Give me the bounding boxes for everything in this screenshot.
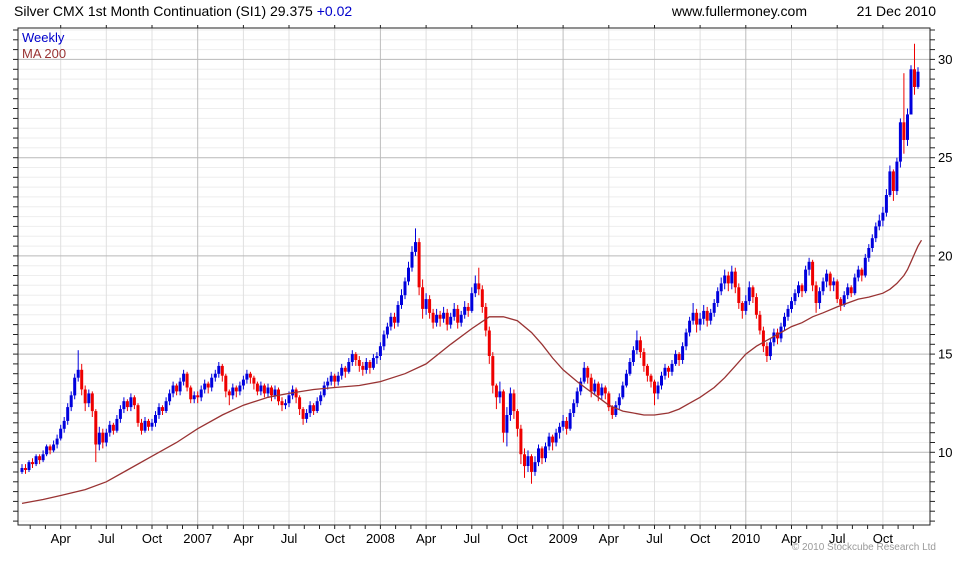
svg-text:Jul: Jul	[463, 531, 480, 546]
svg-text:2008: 2008	[366, 531, 395, 546]
svg-text:2009: 2009	[549, 531, 578, 546]
svg-text:Oct: Oct	[507, 531, 528, 546]
svg-text:Oct: Oct	[325, 531, 346, 546]
svg-text:2007: 2007	[183, 531, 212, 546]
svg-text:Apr: Apr	[416, 531, 437, 546]
svg-text:10: 10	[938, 445, 952, 460]
svg-text:2010: 2010	[731, 531, 760, 546]
svg-text:Apr: Apr	[599, 531, 620, 546]
legend-ma200-label: MA 200	[22, 46, 67, 61]
copyright-notice: © 2010 Stockcube Research Ltd	[791, 542, 936, 553]
svg-text:20: 20	[938, 248, 952, 263]
svg-text:Oct: Oct	[873, 531, 894, 546]
svg-text:Jul: Jul	[646, 531, 663, 546]
svg-text:Apr: Apr	[233, 531, 254, 546]
instrument-title: Silver CMX 1st Month Continuation (SI1)	[14, 3, 267, 19]
price-change: +0.02	[316, 3, 353, 19]
svg-text:Oct: Oct	[690, 531, 711, 546]
website-label: www.fullermoney.com	[671, 3, 807, 19]
last-price: 29.375	[270, 3, 313, 19]
svg-text:Oct: Oct	[142, 531, 163, 546]
chart-legend: Weekly MA 200	[22, 30, 66, 62]
svg-text:Apr: Apr	[781, 531, 802, 546]
svg-text:Apr: Apr	[51, 531, 72, 546]
svg-text:15: 15	[938, 347, 952, 362]
legend-weekly-label: Weekly	[22, 30, 65, 45]
svg-text:25: 25	[938, 150, 952, 165]
svg-text:Jul: Jul	[281, 531, 298, 546]
svg-text:30: 30	[938, 52, 952, 67]
date-label: 21 Dec 2010	[856, 3, 936, 19]
svg-text:Jul: Jul	[98, 531, 115, 546]
svg-text:Jul: Jul	[829, 531, 846, 546]
page-title: Silver CMX 1st Month Continuation (SI1) …	[14, 3, 352, 19]
